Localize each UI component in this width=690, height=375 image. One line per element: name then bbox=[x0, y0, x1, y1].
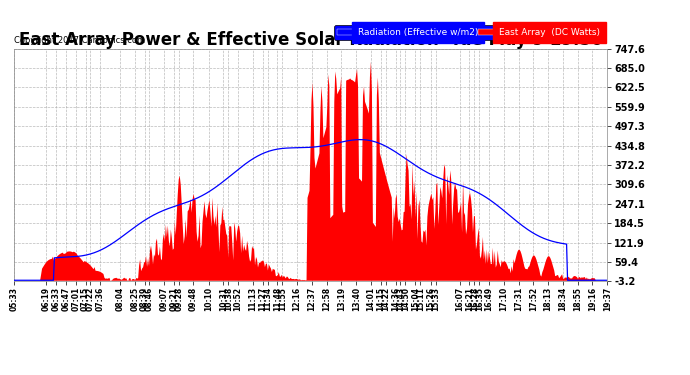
Text: Copyright 2017 Cartronics.com: Copyright 2017 Cartronics.com bbox=[14, 36, 145, 45]
Legend: Radiation (Effective w/m2), East Array  (DC Watts): Radiation (Effective w/m2), East Array (… bbox=[335, 26, 602, 40]
Title: East Array Power & Effective Solar Radiation  Tue May 9 19:56: East Array Power & Effective Solar Radia… bbox=[19, 31, 602, 49]
